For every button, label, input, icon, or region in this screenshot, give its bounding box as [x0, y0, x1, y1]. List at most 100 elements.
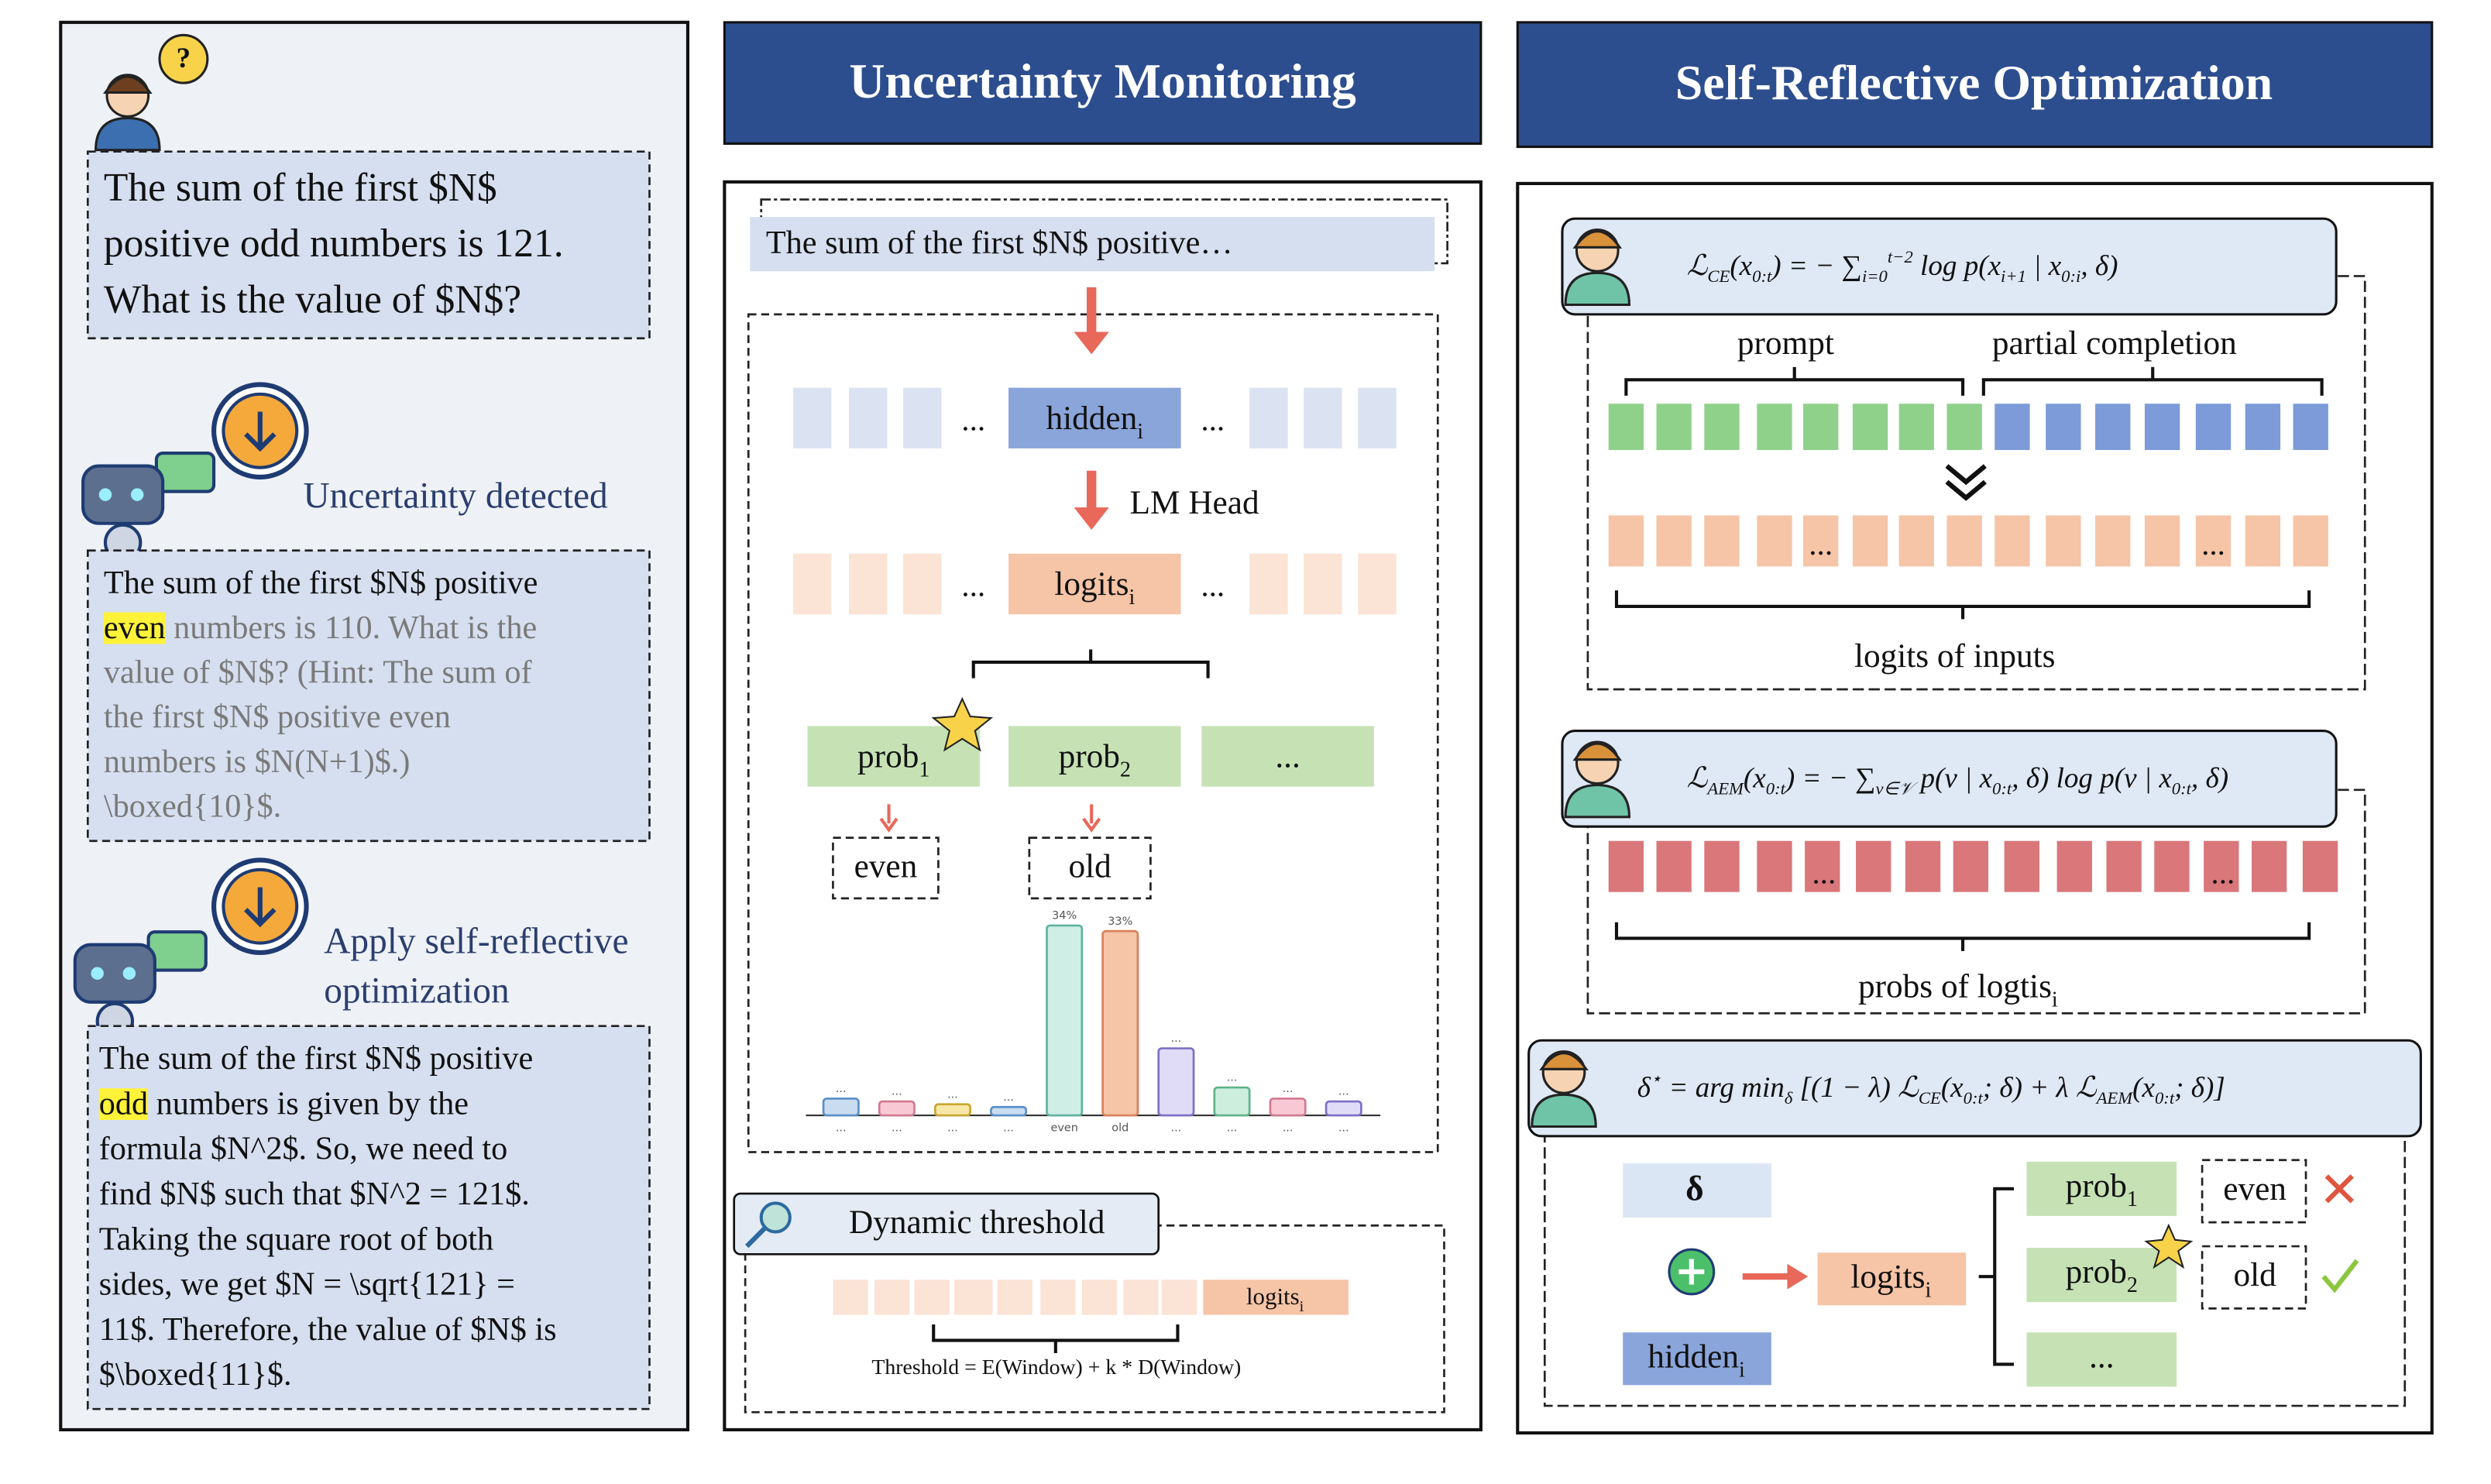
prob-box [2026, 1332, 2177, 1387]
reply-segment: even [104, 609, 166, 645]
reply-line: even numbers is 110. What is the [104, 609, 537, 645]
label-sub: i [1300, 1298, 1304, 1315]
caption: logits of inputs [1854, 637, 2056, 675]
threshold-formula: Threshold = E(Window) + k * D(Window) [871, 1355, 1241, 1379]
token-block [1805, 840, 1840, 892]
bar-top-label: ... [1003, 1091, 1014, 1104]
chevrons [1945, 464, 1987, 501]
reply-line: 11$. Therefore, the value of $N$ is [99, 1311, 557, 1348]
formula-part: , δ) [2080, 250, 2118, 282]
formula-part: ) = − ∑ [1784, 762, 1876, 794]
header [1516, 21, 2434, 149]
dashed-box [86, 150, 651, 340]
brace [1614, 590, 2311, 620]
token-block [1856, 840, 1891, 892]
hidden-label: hiddeni [1647, 1338, 1745, 1382]
reply-line: odd numbers is given by the [99, 1085, 469, 1122]
token-block [1656, 404, 1692, 450]
formula-part: | x [2026, 250, 2062, 282]
bar-bottom-label: ... [836, 1122, 847, 1135]
token-block [1358, 553, 1397, 615]
header [723, 21, 1483, 145]
formula-part: (x [1941, 1072, 1964, 1104]
bar [878, 1100, 916, 1117]
token-block [2106, 840, 2142, 892]
star-icon [931, 696, 994, 752]
person-icon [1572, 742, 1623, 761]
bar [1325, 1100, 1362, 1117]
bar-top-label: ... [836, 1083, 847, 1095]
token-block [2293, 515, 2328, 567]
threshold-header [733, 1192, 1160, 1256]
token-block [1161, 1280, 1197, 1315]
robot-icon [130, 488, 144, 501]
header-title: Self-Reflective Optimization [1675, 55, 2273, 110]
formula-part: AEM [1706, 778, 1744, 798]
token-block [849, 387, 888, 448]
token-block [1304, 387, 1342, 448]
bar-top-label: ... [947, 1088, 958, 1101]
token-block [2245, 515, 2281, 567]
question-text: The sum of the first $N$ [104, 166, 497, 210]
robot-icon [98, 488, 112, 501]
token-block [1704, 840, 1740, 892]
token-block [914, 1280, 950, 1315]
label-main: logits [1054, 565, 1129, 603]
small-arrow [1082, 804, 1101, 833]
prob-label: prob2 [1059, 738, 1131, 782]
formula-box [1561, 217, 2338, 316]
formula-part: (x [2132, 1072, 2155, 1104]
token-block [1946, 515, 1982, 567]
brace [932, 1324, 1180, 1354]
header-title: Uncertainty Monitoring [849, 53, 1356, 108]
dashed-box [2201, 1245, 2307, 1310]
hidden-label: hiddeni [1046, 400, 1144, 444]
reply-segment: numbers is $N(N+1)$.) [104, 744, 411, 780]
prob-label: ... [1275, 738, 1300, 775]
person-icon [1539, 1052, 1589, 1070]
formula-part: 0:t [2172, 778, 2192, 798]
token-block [1358, 387, 1397, 448]
token-block [1249, 553, 1288, 615]
robot-icon [146, 930, 208, 972]
reply-line: sides, we get $N = \sqrt{121} = [99, 1266, 515, 1302]
label-sub: i [1137, 420, 1143, 444]
logits-box [1203, 1280, 1349, 1315]
reply-line: value of $N$? (Hint: The sum of [104, 654, 533, 690]
token-block [874, 1280, 910, 1315]
reply-segment: sides, we get $N = \sqrt{121} = [99, 1266, 515, 1302]
status: Apply self-reflective [324, 922, 628, 962]
bar-top-label: 34% [1052, 910, 1077, 922]
question-bubble [158, 33, 209, 84]
bar [1101, 929, 1139, 1117]
reply-line: find $N$ such that $N^2 = 121$. [99, 1176, 530, 1212]
plus-icon [1678, 1259, 1705, 1285]
token-block [1656, 515, 1692, 567]
bar-top-label: ... [892, 1086, 902, 1098]
bar-bottom-label: ... [1227, 1122, 1238, 1135]
magnifier-icon [744, 1227, 767, 1249]
prob-box [2026, 1248, 2177, 1303]
dashed-box [86, 1025, 651, 1410]
formula-part: , δ) log p(v | x [2012, 762, 2172, 794]
ellipsis: ... [961, 401, 985, 437]
token-block [2056, 840, 2092, 892]
reply-segment: numbers is given by the [148, 1085, 469, 1122]
label: ? [177, 43, 191, 74]
label-main: prob [1059, 738, 1120, 775]
token-block [833, 1280, 868, 1315]
label-main: logits [1246, 1283, 1300, 1310]
token-block [1123, 1280, 1159, 1315]
label-main: logits [1850, 1258, 1925, 1295]
icon [244, 887, 277, 928]
token-block [2302, 840, 2338, 892]
label-main: hidden [1046, 400, 1138, 437]
token-block [2251, 840, 2287, 892]
delta-box [1623, 1163, 1771, 1218]
token-block [1304, 553, 1342, 615]
formula-part: CE [1707, 266, 1730, 286]
formula-part: ) = − ∑ [1770, 250, 1862, 282]
label-main: prob [2066, 1253, 2127, 1290]
label-main: ... [2089, 1338, 2114, 1375]
